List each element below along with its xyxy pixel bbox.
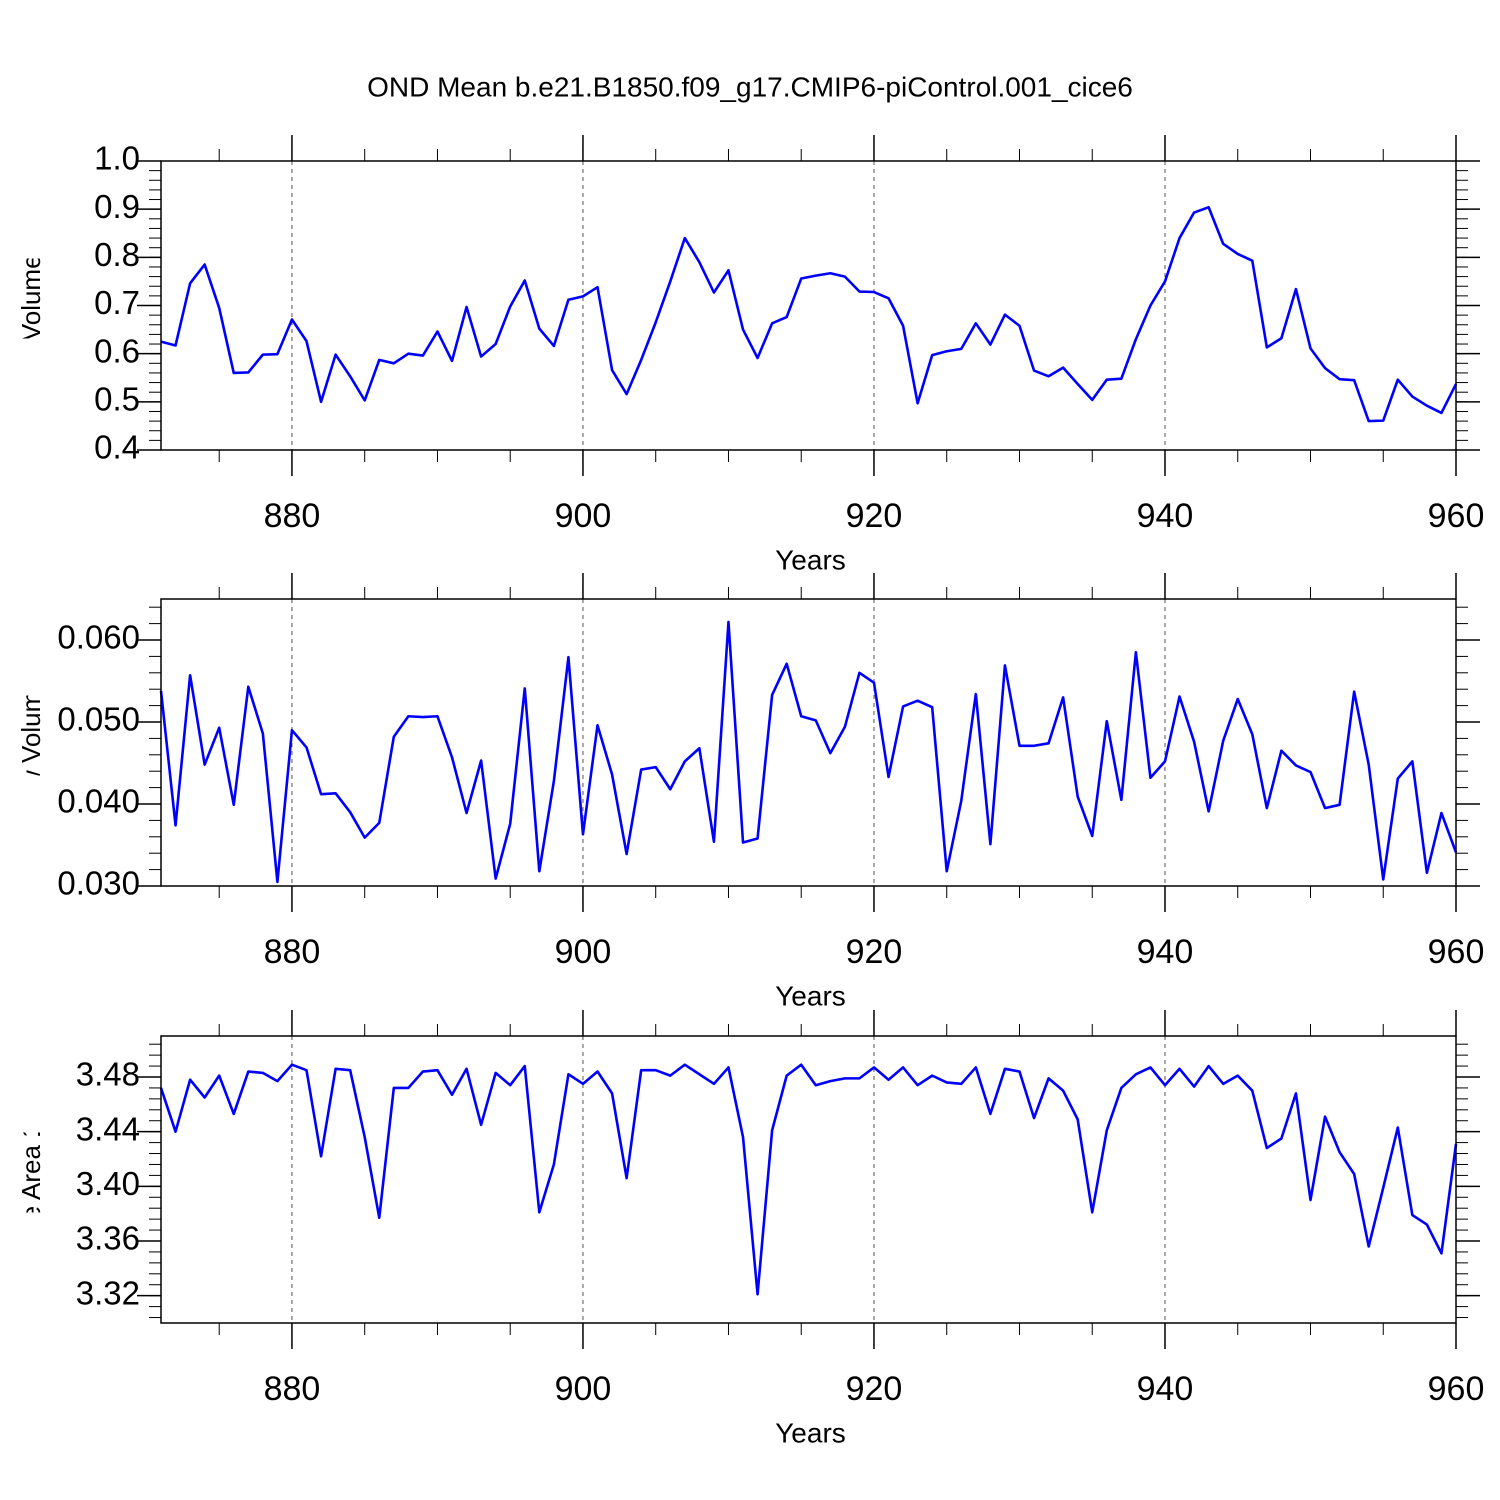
x-tick-label: 940 bbox=[1137, 497, 1194, 535]
x-tick-label: 900 bbox=[555, 1370, 612, 1408]
x-tick-label: 880 bbox=[264, 497, 321, 535]
y-tick-label: 0.6 bbox=[94, 332, 140, 369]
y-axis-label: CArc Ice Volume 1013m3 bbox=[14, 163, 46, 448]
y-axis-label-part: CArc Ice Area 10 bbox=[16, 1109, 46, 1306]
x-tick-label: 880 bbox=[264, 1370, 321, 1408]
y-tick-label: 0.8 bbox=[94, 236, 140, 273]
panel: 880 900 920 940 960 3.32 3.36 3.40 3.44 3.48 Years… bbox=[14, 1010, 1485, 1448]
y-tick-label: 3.40 bbox=[76, 1165, 140, 1202]
x-tick-label: 880 bbox=[264, 933, 321, 971]
y-tick-label: 0.050 bbox=[57, 701, 140, 738]
y-tick-label: 0.9 bbox=[94, 188, 140, 225]
plot-frame bbox=[160, 160, 1457, 451]
x-tick-label: 900 bbox=[555, 933, 612, 971]
y-tick-label: 3.36 bbox=[76, 1220, 140, 1257]
y-tick-label: 1.0 bbox=[94, 140, 140, 177]
y-tick-label: 0.4 bbox=[94, 429, 140, 466]
x-axis-label: Years bbox=[775, 980, 846, 1011]
y-tick-label: 0.7 bbox=[94, 284, 140, 321]
figure-title: OND Mean b.e21.B1850.f09_g17.CMIP6-piCon… bbox=[367, 71, 1133, 102]
x-axis-label: Years bbox=[775, 544, 846, 575]
x-tick-label: 960 bbox=[1428, 497, 1485, 535]
data-line bbox=[159, 1063, 1458, 1296]
y-tick-label: 0.040 bbox=[57, 783, 140, 820]
x-tick-label: 940 bbox=[1137, 933, 1194, 971]
y-tick-label: 0.060 bbox=[57, 619, 140, 656]
data-line bbox=[160, 205, 1458, 423]
panel: 880 900 920 940 960 0.030 0.040 0.050 0.060 Years… bbox=[14, 573, 1485, 1011]
data-line bbox=[159, 620, 1458, 884]
y-axis-label-part: CArc Ice Volume 10 bbox=[16, 218, 46, 448]
x-tick-label: 940 bbox=[1137, 1370, 1194, 1408]
plot-frame bbox=[160, 1035, 1457, 1324]
y-tick-label: 0.030 bbox=[57, 865, 140, 902]
y-axis-label: CArc Snow Volume 1013m3 bbox=[14, 585, 46, 901]
y-axis-label-part: CArc Snow Volume 10 bbox=[16, 640, 46, 900]
x-tick-label: 960 bbox=[1428, 933, 1485, 971]
panel: 880 900 920 940 960 0.4 0.5 0.6 0.7 0.8 0.9 1.0 Year… bbox=[14, 135, 1485, 575]
x-tick-label: 920 bbox=[846, 1370, 903, 1408]
y-axis-label: CArc Ice Area 1012m2 bbox=[14, 1053, 46, 1305]
plot-frame bbox=[160, 598, 1457, 887]
x-tick-label: 920 bbox=[846, 497, 903, 535]
y-tick-label: 0.5 bbox=[94, 381, 140, 418]
x-axis-label: Years bbox=[775, 1417, 846, 1448]
x-tick-label: 960 bbox=[1428, 1370, 1485, 1408]
x-tick-label: 920 bbox=[846, 933, 903, 971]
x-tick-label: 900 bbox=[555, 497, 612, 535]
y-tick-label: 3.32 bbox=[76, 1274, 140, 1311]
y-tick-label: 3.48 bbox=[76, 1056, 140, 1093]
y-tick-label: 3.44 bbox=[76, 1110, 140, 1147]
